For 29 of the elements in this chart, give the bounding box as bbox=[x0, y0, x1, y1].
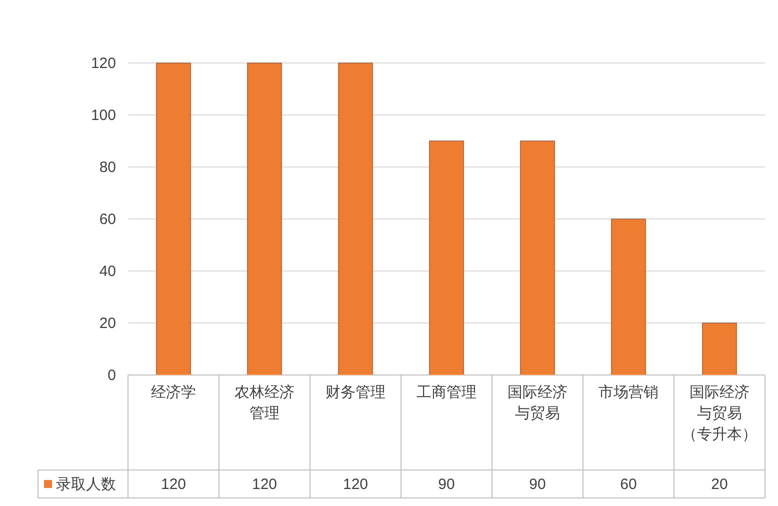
x-tick-label: 财务管理 bbox=[326, 384, 386, 401]
y-tick-label: 40 bbox=[99, 263, 116, 280]
data-label: 90 bbox=[438, 476, 455, 493]
x-tick-label: 经济学 bbox=[151, 384, 196, 401]
y-tick-label: 80 bbox=[99, 159, 116, 176]
data-label: 120 bbox=[252, 476, 278, 493]
data-label: 120 bbox=[160, 476, 186, 493]
y-tick-label: 60 bbox=[99, 211, 116, 228]
x-tick-label: 市场营销 bbox=[598, 384, 658, 401]
y-tick-label: 20 bbox=[99, 315, 116, 332]
x-tick-label: 工商管理 bbox=[416, 384, 476, 401]
bar bbox=[611, 218, 646, 376]
data-label: 60 bbox=[620, 476, 637, 493]
data-label: 20 bbox=[711, 476, 728, 493]
y-tick-label: 120 bbox=[90, 55, 116, 72]
y-tick-label: 0 bbox=[108, 367, 116, 384]
bar bbox=[247, 62, 282, 376]
bar bbox=[156, 62, 191, 376]
x-tick-label: 国际经济与贸易（专升本） bbox=[682, 384, 757, 443]
x-tick-label: 国际经济与贸易 bbox=[508, 384, 568, 422]
bar bbox=[338, 62, 373, 376]
data-label: 120 bbox=[342, 476, 368, 493]
x-tick-label: 农林经济管理 bbox=[234, 384, 294, 422]
bar bbox=[520, 140, 555, 376]
y-tick-label: 100 bbox=[90, 107, 116, 124]
bar bbox=[702, 322, 737, 376]
bar bbox=[429, 140, 464, 376]
data-label: 90 bbox=[529, 476, 546, 493]
legend-label: 录取人数 bbox=[56, 476, 116, 493]
